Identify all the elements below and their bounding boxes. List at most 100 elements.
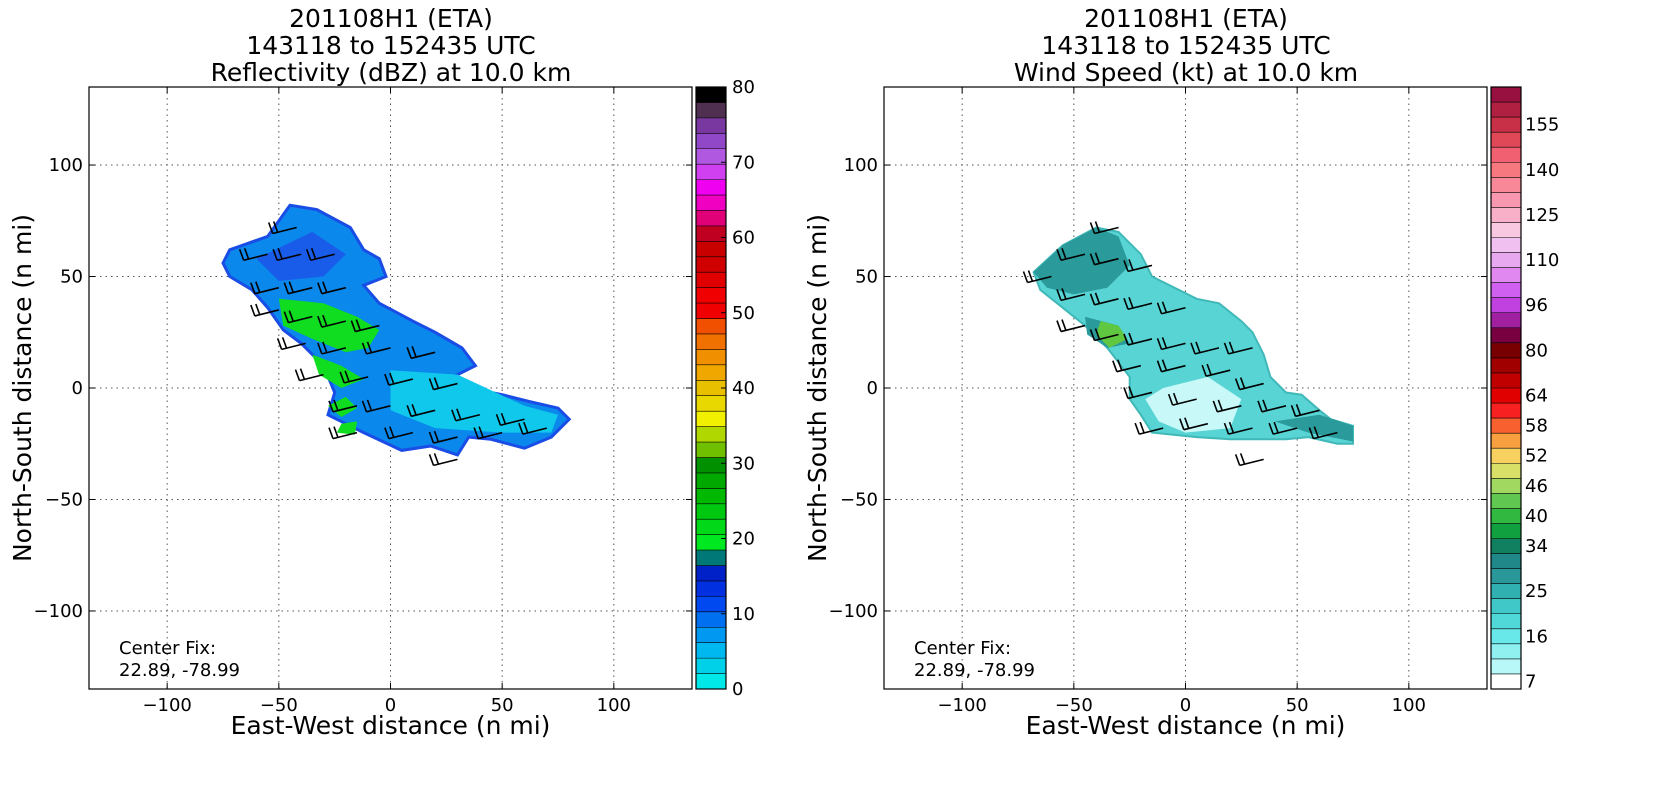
x-axis-label: East-West distance (n mi) bbox=[231, 711, 551, 740]
colorbar-bin bbox=[1491, 117, 1521, 133]
wind-barb bbox=[317, 341, 347, 355]
wind-strong-patch bbox=[1274, 414, 1353, 442]
colorbar-bin bbox=[696, 580, 726, 597]
barb-flag bbox=[456, 408, 462, 421]
barb-flag bbox=[384, 427, 390, 439]
colorbar-bin bbox=[1491, 553, 1521, 569]
barb-flag bbox=[1094, 292, 1101, 305]
colorbar-bin bbox=[1491, 538, 1521, 554]
barb-flag bbox=[1094, 252, 1101, 264]
barb-flag bbox=[1094, 221, 1101, 233]
colorbar-tick-label: 0 bbox=[732, 679, 743, 700]
wind-barb bbox=[361, 399, 391, 413]
barb-flag bbox=[1206, 363, 1212, 376]
colorbar-bin bbox=[1491, 433, 1521, 449]
barb-flag bbox=[428, 378, 435, 390]
colorbar-bin bbox=[1491, 523, 1521, 539]
barb-flag bbox=[1128, 259, 1134, 271]
barb-flag bbox=[1123, 298, 1129, 310]
colorbar-bin bbox=[696, 457, 726, 474]
colorbar-bin bbox=[696, 503, 726, 520]
colorbar-bin bbox=[696, 642, 726, 659]
wind-barb bbox=[1089, 292, 1119, 306]
barb-flag bbox=[1089, 222, 1096, 234]
barb-flag bbox=[406, 347, 412, 359]
chart-title-line: 143118 to 152435 UTC bbox=[1041, 31, 1330, 60]
barb-flag bbox=[1128, 297, 1134, 309]
barb-shaft bbox=[1060, 324, 1086, 333]
wind-barb bbox=[1022, 270, 1052, 284]
colorbar-bin bbox=[696, 349, 726, 366]
colorbar-bin bbox=[696, 426, 726, 443]
barb-flag bbox=[1094, 328, 1101, 340]
wind-barb bbox=[1089, 252, 1119, 266]
barb-flag bbox=[255, 281, 261, 293]
barb-flag bbox=[1061, 288, 1067, 300]
barb-flag bbox=[1156, 338, 1163, 350]
barb-flag bbox=[411, 404, 417, 416]
wind-barb bbox=[1112, 359, 1142, 373]
barb-shaft bbox=[254, 286, 280, 295]
center-fix-annotation: 22.89, -78.99 bbox=[119, 660, 240, 681]
barb-shaft bbox=[355, 324, 380, 333]
wind-barb bbox=[276, 337, 306, 351]
wind-barb bbox=[495, 412, 525, 426]
wind-barb bbox=[238, 247, 268, 261]
colorbar-bin bbox=[1491, 508, 1521, 524]
colorbar-bin bbox=[696, 272, 726, 288]
barb-flag bbox=[317, 342, 323, 355]
barb-flag bbox=[384, 373, 390, 386]
colorbar-bin bbox=[696, 148, 726, 165]
barb-shaft bbox=[1217, 405, 1242, 413]
wind-barb bbox=[294, 368, 324, 382]
barb-flag bbox=[1089, 293, 1096, 306]
colorbar-bin bbox=[696, 102, 726, 119]
colorbar-tick-label: 7 bbox=[1525, 671, 1536, 692]
y-tick-label: −100 bbox=[34, 601, 83, 622]
barb-shaft bbox=[1116, 364, 1142, 373]
wind-barb bbox=[428, 430, 458, 444]
barb-flag bbox=[495, 413, 502, 426]
barb-shaft bbox=[1313, 431, 1338, 440]
barb-flag bbox=[305, 248, 312, 261]
colorbar-bin bbox=[1491, 388, 1521, 404]
barb-shaft bbox=[1194, 347, 1220, 355]
wind-barb bbox=[1257, 399, 1287, 413]
y-tick-label: −100 bbox=[829, 601, 878, 622]
barb-shaft bbox=[332, 431, 358, 440]
wind-barb bbox=[1234, 453, 1264, 467]
colorbar-tick-label: 30 bbox=[732, 453, 755, 474]
chart-title-line: Wind Speed (kt) at 10.0 km bbox=[1014, 58, 1358, 87]
colorbar-bin bbox=[696, 241, 726, 258]
colorbar-bin bbox=[696, 195, 726, 211]
barb-shaft bbox=[366, 347, 391, 355]
colorbar-bin bbox=[696, 287, 726, 304]
barb-flag bbox=[1313, 426, 1320, 438]
barb-flag bbox=[272, 221, 279, 233]
barb-flag bbox=[317, 315, 323, 328]
colorbar-bin bbox=[696, 87, 726, 103]
barb-flag bbox=[255, 303, 261, 316]
wind-barb bbox=[1201, 363, 1231, 377]
barb-flag bbox=[1234, 378, 1241, 390]
barb-shaft bbox=[343, 376, 369, 384]
wind-barb bbox=[1134, 421, 1164, 435]
barb-shaft bbox=[281, 342, 306, 351]
data-field bbox=[1022, 221, 1354, 467]
barb-flag bbox=[389, 372, 395, 385]
barb-flag bbox=[1027, 270, 1034, 282]
barb-flag bbox=[1161, 301, 1168, 314]
barb-flag bbox=[478, 426, 484, 438]
barb-flag bbox=[433, 377, 440, 389]
barb-shaft bbox=[1127, 302, 1153, 311]
barb-flag bbox=[1184, 417, 1190, 429]
colorbar-tick-label: 34 bbox=[1525, 536, 1548, 557]
barb-flag bbox=[451, 409, 457, 422]
colorbar-bin bbox=[696, 117, 726, 134]
y-tick-label: 50 bbox=[855, 267, 878, 288]
barb-flag bbox=[1239, 453, 1246, 465]
barb-flag bbox=[250, 282, 256, 294]
barb-flag bbox=[250, 304, 256, 317]
barb-shaft bbox=[1295, 409, 1320, 418]
wind-barb bbox=[361, 341, 391, 355]
